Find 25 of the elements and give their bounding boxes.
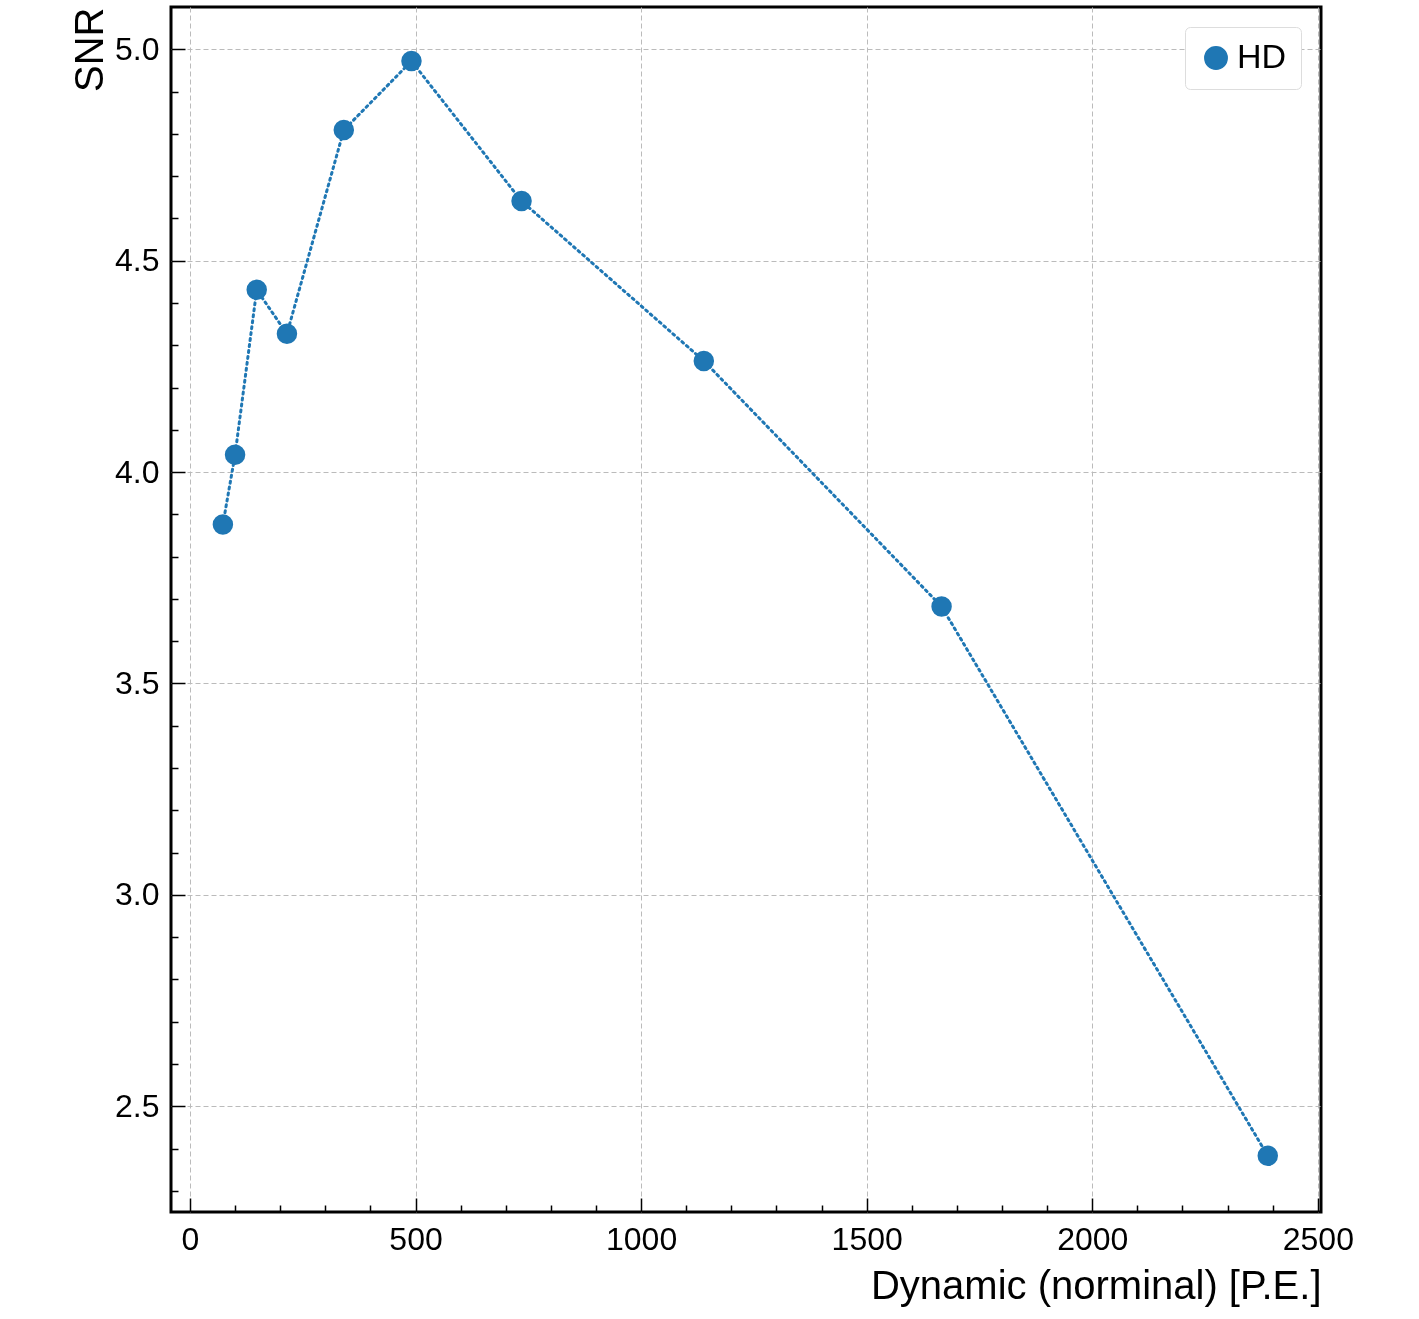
point <box>246 279 267 301</box>
x-tick-label: 0 <box>181 1220 200 1257</box>
y-tick-label: 4.0 <box>115 453 160 490</box>
y-tick-label: 2.5 <box>115 1087 160 1124</box>
x-tick-label: 1500 <box>831 1220 903 1257</box>
point <box>931 596 952 617</box>
y-tick-label: 4.5 <box>115 242 160 279</box>
point <box>1257 1145 1279 1166</box>
point <box>511 190 532 212</box>
x-tick-label: 500 <box>389 1220 443 1257</box>
point <box>693 350 715 372</box>
x-axis-title: Dynamic (norminal) [P.E.] <box>870 1262 1322 1307</box>
x-tick-label: 1000 <box>606 1220 678 1257</box>
point <box>333 119 355 141</box>
point <box>212 514 234 535</box>
y-tick-label: 5.0 <box>115 30 160 67</box>
x-tick-label: 2500 <box>1282 1220 1354 1257</box>
point <box>224 444 246 465</box>
y-tick-label: 3.0 <box>115 876 160 913</box>
x-tick-label: 2000 <box>1057 1220 1129 1257</box>
point <box>276 323 298 345</box>
legend-label: HD <box>1237 37 1287 75</box>
y-axis-title: SNR <box>67 7 112 92</box>
y-tick-label: 3.5 <box>115 664 160 701</box>
point <box>401 50 422 72</box>
